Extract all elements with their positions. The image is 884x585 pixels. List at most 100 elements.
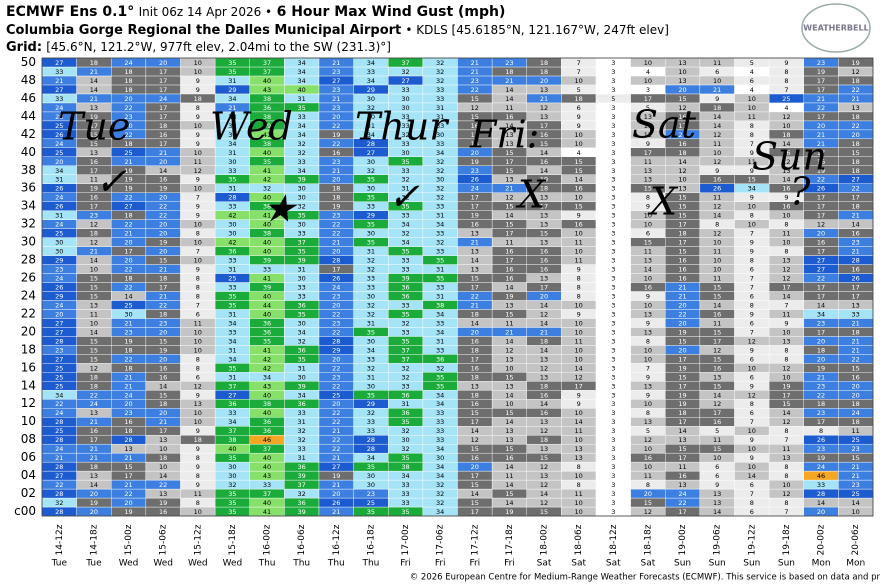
- cell-value: 16: [678, 266, 686, 274]
- cell-value: 10: [575, 328, 583, 336]
- cell-value: 23: [332, 212, 340, 220]
- cell-value: 32: [298, 140, 306, 148]
- cell-value: 6: [750, 319, 754, 327]
- cell-value: 3: [611, 230, 615, 238]
- cell-value: 31: [228, 185, 236, 193]
- cell-value: 16: [159, 373, 167, 381]
- y-tick-label: 46: [21, 91, 36, 105]
- cell-value: 15: [713, 355, 721, 363]
- cell-value: 9: [784, 59, 788, 67]
- cell-value: 6: [750, 481, 754, 489]
- x-tick-label: 20-00z: [817, 524, 827, 555]
- cell-value: 42: [263, 355, 271, 363]
- cell-value: 10: [748, 104, 756, 112]
- cell-value: 15: [713, 382, 721, 390]
- cell-value: 34: [228, 418, 236, 426]
- cell-value: 10: [575, 472, 583, 480]
- cell-value: 33: [298, 409, 306, 417]
- cell-value: 17: [852, 284, 860, 292]
- cell-value: 14: [505, 95, 513, 103]
- cell-value: 21: [159, 266, 167, 274]
- cell-value: 38: [263, 400, 271, 408]
- cell-value: 6: [750, 508, 754, 516]
- cell-value: 14: [90, 86, 98, 94]
- cell-value: 21: [55, 77, 63, 85]
- cell-value: 33: [228, 257, 236, 265]
- cell-value: 3: [611, 499, 615, 507]
- x-tick-label: 18-18z: [643, 524, 653, 555]
- cell-value: 22: [159, 212, 167, 220]
- cell-value: 9: [646, 319, 650, 327]
- cell-value: 20: [817, 122, 825, 130]
- cell-value: 16: [505, 275, 513, 283]
- cell-value: 15: [644, 499, 652, 507]
- cell-value: 12: [90, 364, 98, 372]
- cell-value: 9: [577, 266, 581, 274]
- cell-value: 25: [367, 499, 375, 507]
- cell-value: 15: [575, 158, 583, 166]
- cell-value: 23: [332, 86, 340, 94]
- cell-value: 17: [817, 248, 825, 256]
- cell-value: 36: [401, 409, 409, 417]
- cell-value: 33: [367, 427, 375, 435]
- cell-value: 25: [55, 230, 63, 238]
- cell-value: 22: [852, 355, 860, 363]
- day-label: Wed: [188, 559, 208, 569]
- cell-value: 13: [644, 167, 652, 175]
- cell-value: 14: [90, 481, 98, 489]
- cell-value: 11: [713, 319, 721, 327]
- cell-value: 23: [852, 481, 860, 489]
- cell-value: 18: [817, 346, 825, 354]
- cell-value: 13: [505, 382, 513, 390]
- cell-value: 16: [505, 454, 513, 462]
- cell-value: 35: [401, 158, 409, 166]
- cell-value: 32: [401, 319, 409, 327]
- y-tick-label: 34: [21, 199, 36, 213]
- cell-value: 8: [196, 454, 200, 462]
- cell-value: 11: [713, 436, 721, 444]
- cell-value: 10: [748, 203, 756, 211]
- cell-value: 40: [263, 409, 271, 417]
- cell-value: 35: [263, 337, 271, 345]
- cell-value: 17: [782, 284, 790, 292]
- cell-value: 24: [471, 185, 479, 193]
- cell-value: 22: [678, 499, 686, 507]
- cell-value: 27: [124, 203, 132, 211]
- handwritten-note: ?: [790, 170, 811, 214]
- cell-value: 33: [55, 95, 63, 103]
- cell-value: 30: [298, 185, 306, 193]
- cell-value: 21: [55, 454, 63, 462]
- cell-value: 14: [817, 499, 825, 507]
- cell-value: 13: [540, 355, 548, 363]
- cell-value: 9: [196, 86, 200, 94]
- cell-value: 21: [124, 454, 132, 462]
- cell-value: 6: [577, 104, 581, 112]
- cell-value: 22: [124, 490, 132, 498]
- cell-value: 33: [367, 203, 375, 211]
- cell-value: 40: [228, 445, 236, 453]
- cell-value: 22: [471, 86, 479, 94]
- cell-value: 3: [611, 248, 615, 256]
- cell-value: 27: [367, 149, 375, 157]
- cell-value: 13: [505, 436, 513, 444]
- cell-value: 16: [471, 454, 479, 462]
- y-tick-label: 40: [21, 145, 36, 159]
- cell-value: 32: [298, 490, 306, 498]
- cell-value: 27: [852, 176, 860, 184]
- cell-value: 7: [784, 301, 788, 309]
- cell-value: 18: [852, 77, 860, 85]
- cell-value: 17: [90, 203, 98, 211]
- day-label: Sun: [778, 559, 795, 569]
- cell-value: 3: [611, 382, 615, 390]
- cell-value: 15: [678, 212, 686, 220]
- cell-value: 10: [90, 319, 98, 327]
- cell-value: 38: [401, 463, 409, 471]
- cell-value: 33: [228, 284, 236, 292]
- cell-value: 17: [124, 248, 132, 256]
- cell-value: 7: [750, 230, 754, 238]
- cell-value: 18: [124, 68, 132, 76]
- cell-value: 12: [540, 427, 548, 435]
- cell-value: 35: [228, 490, 236, 498]
- cell-value: 23: [332, 158, 340, 166]
- cell-value: 39: [298, 382, 306, 390]
